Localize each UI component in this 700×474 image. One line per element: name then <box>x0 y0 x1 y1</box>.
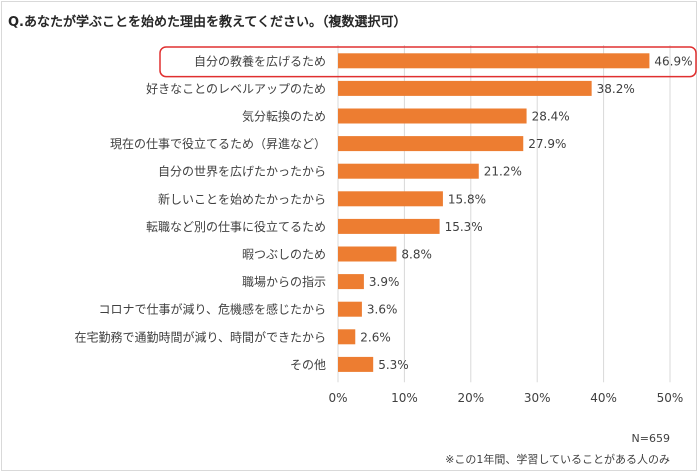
bar <box>338 80 592 96</box>
category-label: 気分転換のため <box>242 109 326 124</box>
sample-size: N=659 <box>631 432 670 445</box>
category-label: コロナで仕事が減り、危機感を感じたから <box>98 302 326 317</box>
bar <box>338 108 527 124</box>
category-label: 現在の仕事で役立てるため（昇進など） <box>110 136 326 151</box>
bar <box>338 191 443 207</box>
value-label: 28.4% <box>532 110 570 124</box>
bar <box>338 53 650 69</box>
value-label: 15.3% <box>445 220 483 234</box>
x-tick-label: 40% <box>590 391 617 405</box>
category-label: 好きなことのレベルアップのため <box>146 82 326 96</box>
bar <box>338 136 524 152</box>
bar <box>338 301 362 317</box>
category-label: その他 <box>290 358 326 372</box>
value-label: 38.2% <box>597 82 635 96</box>
bar <box>338 329 356 345</box>
category-label: 自分の世界を広げたかったから <box>158 165 326 179</box>
value-label: 2.6% <box>360 330 391 344</box>
footnote: ※この1年間、学習していることがある人のみ <box>445 453 670 466</box>
x-tick-label: 0% <box>328 391 347 405</box>
bar <box>338 356 374 372</box>
value-label: 21.2% <box>484 165 522 179</box>
value-label: 46.9% <box>654 54 692 68</box>
question-title: Q.あなたが学ぶことを始めた理由を教えてください。（複数選択可） <box>8 15 407 30</box>
x-tick-label: 50% <box>657 391 684 405</box>
value-label: 8.8% <box>401 248 432 262</box>
value-label: 27.9% <box>528 137 566 151</box>
category-label: 転職など別の仕事に役立てるため <box>146 219 326 234</box>
value-label: 3.6% <box>367 303 398 317</box>
x-tick-label: 30% <box>524 391 551 405</box>
bar <box>338 218 440 234</box>
bar <box>338 246 397 262</box>
highlight-box <box>159 46 697 78</box>
value-label: 5.3% <box>378 358 409 372</box>
x-tick-label: 10% <box>391 391 418 405</box>
category-label: 自分の教養を広げるため <box>194 53 326 68</box>
value-label: 15.8% <box>448 192 486 206</box>
category-label: 新しいことを始めたかったから <box>158 191 326 206</box>
x-tick-label: 20% <box>457 391 484 405</box>
bar <box>338 163 479 179</box>
category-label: 暇つぶしのため <box>242 248 326 262</box>
bar <box>338 274 364 290</box>
category-label: 在宅勤務で通勤時間が減り、時間ができたから <box>74 329 326 344</box>
value-label: 3.9% <box>369 275 400 289</box>
category-label: 職場からの指示 <box>242 274 326 289</box>
